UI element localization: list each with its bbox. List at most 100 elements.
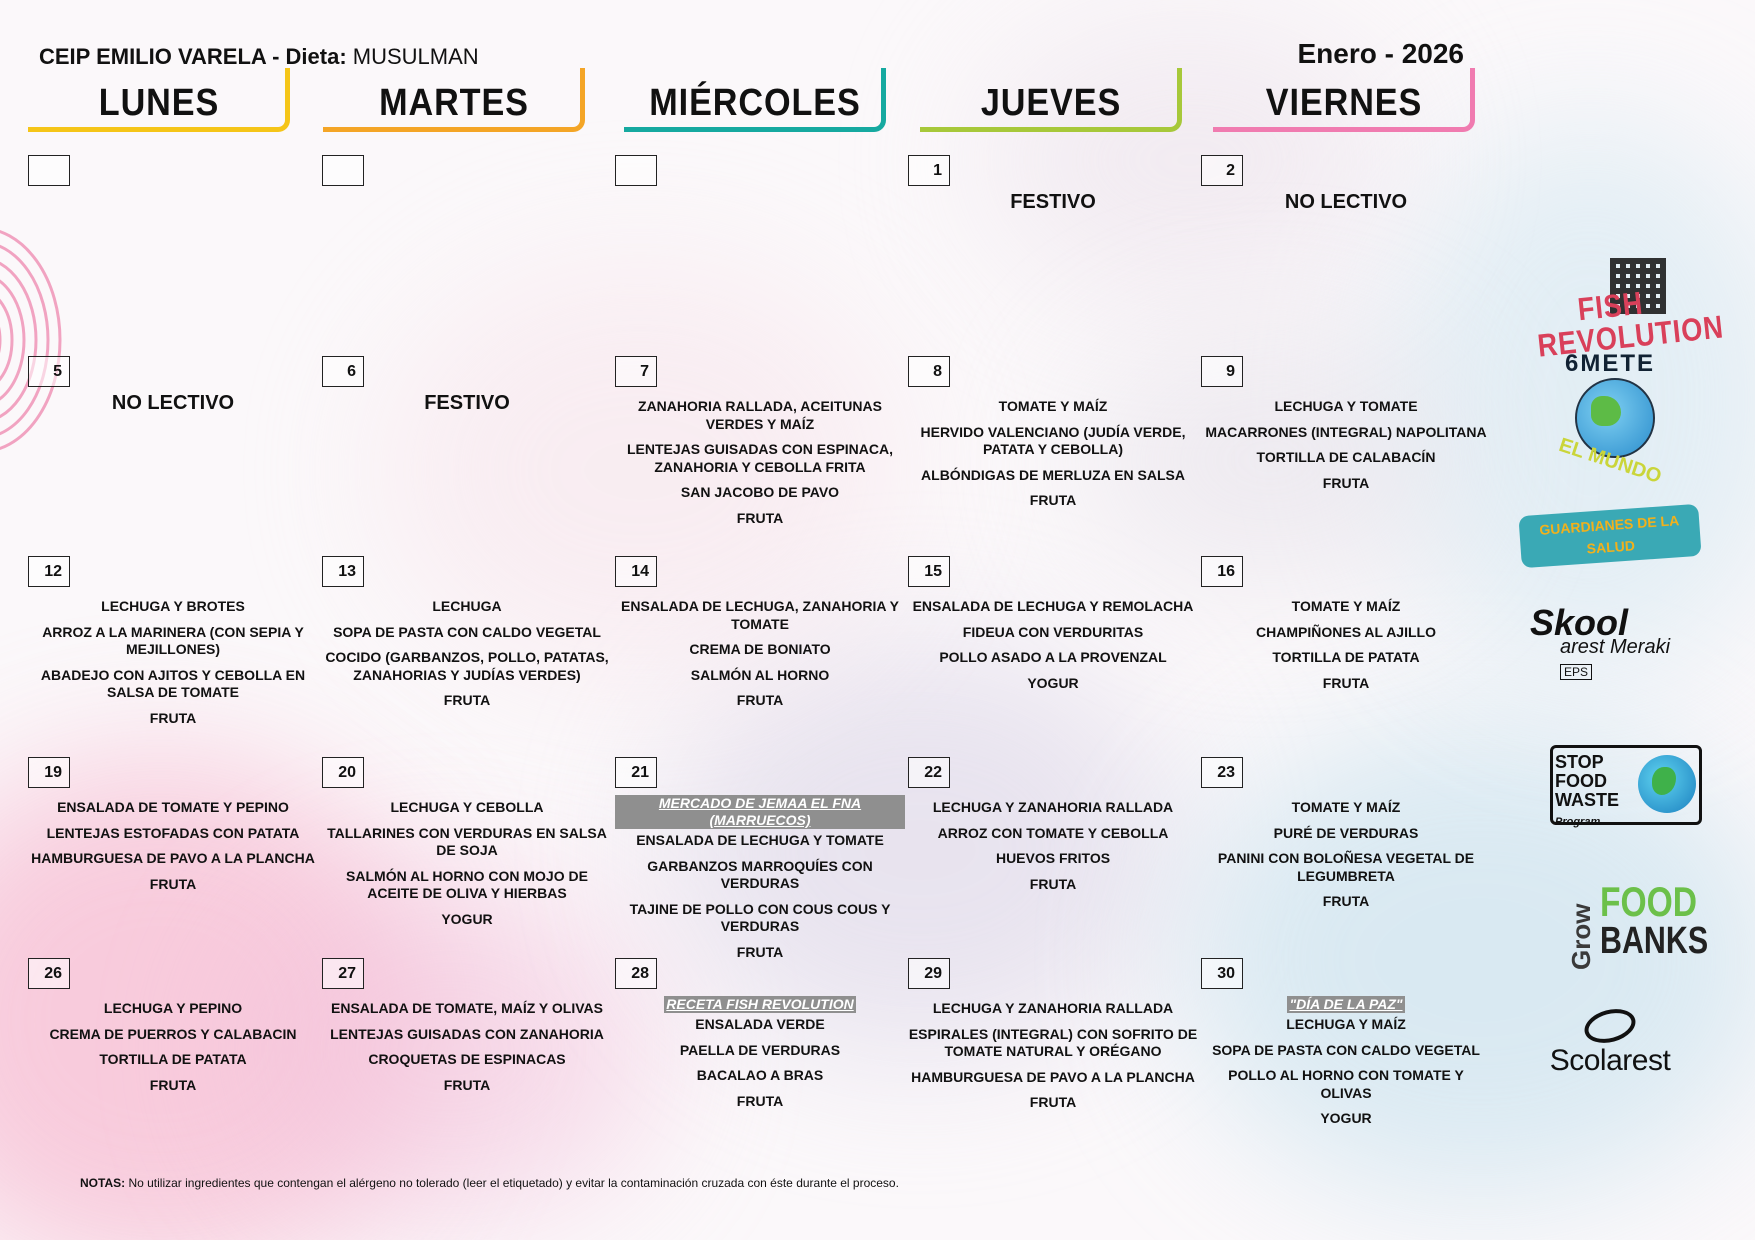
day-status: FESTIVO <box>1010 191 1096 213</box>
menu-item: LECHUGA Y CEBOLLA <box>390 799 544 815</box>
menu-list: RECETA FISH REVOLUTION ENSALADA VERDE PAEL… <box>615 996 905 1118</box>
menu-item: FRUTA <box>1029 492 1077 508</box>
scolarest-swoosh-icon <box>1580 1003 1640 1049</box>
day-name: MARTES <box>379 82 529 124</box>
menu-item: FRUTA <box>736 509 784 526</box>
menu-item: LECHUGA Y ZANAHORIA RALLADA <box>932 1000 1174 1016</box>
day-number-box <box>28 155 70 186</box>
menu-item: FRUTA <box>149 1076 197 1093</box>
diet-label: Dieta: <box>285 44 347 69</box>
menu-item: ALBÓNDIGAS DE MERLUZA EN SALSA <box>921 466 1185 483</box>
menu-item: TORTILLA DE PATATA <box>99 1051 247 1067</box>
menu-list: ENSALADA DE LECHUGA, ZANAHORIA Y TOMATE C… <box>615 598 905 718</box>
day-header-underline <box>28 68 290 132</box>
globe-icon <box>1638 755 1696 813</box>
menu-item: ABADEJO CON AJITOS Y CEBOLLA EN SALSA DE… <box>40 666 306 701</box>
menu-item: LECHUGA Y PEPINO <box>103 1000 243 1016</box>
page-title: CEIP EMILIO VARELA - Dieta: MUSULMAN <box>39 44 479 69</box>
day-cell <box>615 155 885 355</box>
menu-item: FRUTA <box>149 875 197 892</box>
menu-item: ENSALADA DE LECHUGA Y TOMATE <box>636 832 884 848</box>
menu-item: FRUTA <box>1322 474 1370 491</box>
menu-item: ARROZ CON TOMATE Y CEBOLLA <box>937 824 1169 841</box>
day-cell: 28 RECETA FISH REVOLUTION ENSALADA VERDE PA… <box>615 958 885 1158</box>
day-number-box: 13 <box>322 556 364 587</box>
day-cell: 5 NO LECTIVO <box>28 356 298 556</box>
day-cell: 7 ZANAHORIA RALLADA, ACEITUNAS VERDES Y M… <box>615 356 893 556</box>
day-cell: 13 LECHUGA SOPA DE PASTA CON CALDO VEGETAL… <box>322 556 609 756</box>
menu-item: FRUTA <box>443 1076 491 1093</box>
menu-item: FRUTA <box>443 692 491 708</box>
menu-item: ENSALADA VERDE <box>695 1016 825 1032</box>
menu-item: SOPA DE PASTA CON CALDO VEGETAL <box>1212 1041 1480 1058</box>
menu-item: MACARRONES (INTEGRAL) NAPOLITANA <box>1205 423 1487 440</box>
day-cell: 27 ENSALADA DE TOMATE, MAÍZ Y OLIVAS LENTE… <box>322 958 604 1158</box>
menu-item: HAMBURGUESA DE PAVO A LA PLANCHA <box>31 850 315 866</box>
menu-item: SOPA DE PASTA CON CALDO VEGETAL <box>333 623 601 640</box>
day-number-box: 22 <box>908 757 950 788</box>
day-cell: 19 ENSALADA DE TOMATE Y PEPINO LENTEJAS ES… <box>28 757 315 957</box>
day-number-box: 14 <box>615 556 657 587</box>
day-number-box: 5 <box>28 356 70 387</box>
menu-item: TORTILLA DE CALABACÍN <box>1256 449 1436 465</box>
menu-item: YOGUR <box>1320 1110 1372 1126</box>
menu-item: FRUTA <box>736 692 784 708</box>
fingerprint-graphic <box>0 229 62 451</box>
day-cell: 23 TOMATE Y MAÍZ PURÉ DE VERDURAS PANINI CO… <box>1201 757 1474 957</box>
day-cell: 22 LECHUGA Y ZANAHORIA RALLADA ARROZ CON T… <box>908 757 1178 957</box>
day-header-1: MARTES <box>323 68 585 132</box>
menu-item: LECHUGA Y BROTES <box>101 598 245 614</box>
day-cell: 6 FESTIVO <box>322 356 592 556</box>
day-number-box: 30 <box>1201 958 1243 989</box>
globe-icon <box>1575 378 1655 458</box>
menu-item: LENTEJAS ESTOFADAS CON PATATA <box>46 824 300 841</box>
menu-item: SALMÓN AL HORNO <box>690 666 830 683</box>
day-cell <box>28 155 298 355</box>
day-number-box: 29 <box>908 958 950 989</box>
day-header-underline <box>920 68 1182 132</box>
menu-item: HERVIDO VALENCIANO (JUDÍA VERDE, PATATA … <box>920 423 1186 458</box>
menu-item: TOMATE Y MAÍZ <box>998 398 1108 414</box>
day-cell: 8 TOMATE Y MAÍZ HERVIDO VALENCIANO (JUDÍA … <box>908 356 1186 556</box>
day-number-box: 28 <box>615 958 657 989</box>
menu-item: CHAMPIÑONES AL AJILLO <box>1256 623 1436 640</box>
day-status: NO LECTIVO <box>1284 191 1408 213</box>
menu-list: TOMATE Y MAÍZ HERVIDO VALENCIANO (JUDÍA V… <box>908 398 1198 518</box>
menu-item: COCIDO (GARBANZOS, POLLO, PATATAS, ZANAH… <box>325 649 609 683</box>
menu-list: LECHUGA SOPA DE PASTA CON CALDO VEGETAL CO… <box>322 598 612 718</box>
day-number-box <box>615 155 657 186</box>
menu-list: LECHUGA Y BROTES ARROZ A LA MARINERA (CON… <box>28 598 318 735</box>
menu-item: FIDEUA CON VERDURITAS <box>962 623 1144 640</box>
day-header-underline <box>624 68 886 132</box>
menu-item: FRUTA <box>1029 875 1077 892</box>
menu-item: PURÉ DE VERDURAS <box>1273 824 1419 841</box>
menu-item: LENTEJAS GUISADAS CON ESPINACA, ZANAHORI… <box>626 441 894 475</box>
menu-item: TAJINE DE POLLO CON COUS COUS Y VERDURAS <box>629 900 891 935</box>
menu-list: LECHUGA Y CEBOLLA TALLARINES CON VERDURAS… <box>322 799 612 936</box>
qr-code-icon <box>1610 258 1666 314</box>
menu-item: ENSALADA DE TOMATE Y PEPINO <box>57 799 289 815</box>
day-cell: 9 LECHUGA Y TOMATE MACARRONES (INTEGRAL) N… <box>1201 356 1487 556</box>
menu-item: FRUTA <box>1029 1094 1077 1110</box>
special-theme: "DÍA DE LA PAZ" <box>1287 996 1405 1013</box>
day-cell: 14 ENSALADA DE LECHUGA, ZANAHORIA Y TOMAT… <box>615 556 899 756</box>
menu-item: ENSALADA DE TOMATE, MAÍZ Y OLIVAS <box>331 1000 603 1016</box>
menu-item: FRUTA <box>1322 893 1370 909</box>
school-name: CEIP EMILIO VARELA <box>39 44 266 69</box>
special-theme: MERCADO DE JEMAA EL FNA (MARRUECOS) <box>615 795 905 829</box>
menu-list: ENSALADA DE LECHUGA Y REMOLACHA FIDEUA CO… <box>908 598 1198 700</box>
day-status: FESTIVO <box>424 392 510 414</box>
day-number-box: 15 <box>908 556 950 587</box>
special-theme: RECETA FISH REVOLUTION <box>664 996 856 1013</box>
menu-item: POLLO ASADO A LA PROVENZAL <box>939 649 1167 665</box>
menu-item: TORTILLA DE PATATA <box>1272 649 1420 665</box>
day-number-box: 19 <box>28 757 70 788</box>
menu-list: "DÍA DE LA PAZ" LECHUGA Y MAÍZ SOPA DE PAS… <box>1201 996 1491 1136</box>
day-cell: 30 "DÍA DE LA PAZ" LECHUGA Y MAÍZ SOPA DE P… <box>1201 958 1480 1158</box>
menu-item: ARROZ A LA MARINERA (CON SEPIA Y MEJILLO… <box>42 623 304 658</box>
day-number-box: 12 <box>28 556 70 587</box>
menu-item: TALLARINES CON VERDURAS EN SALSA DE SOJA <box>327 824 607 859</box>
day-number-box: 26 <box>28 958 70 989</box>
diet-value: MUSULMAN <box>352 44 479 69</box>
day-header-underline <box>1213 68 1475 132</box>
